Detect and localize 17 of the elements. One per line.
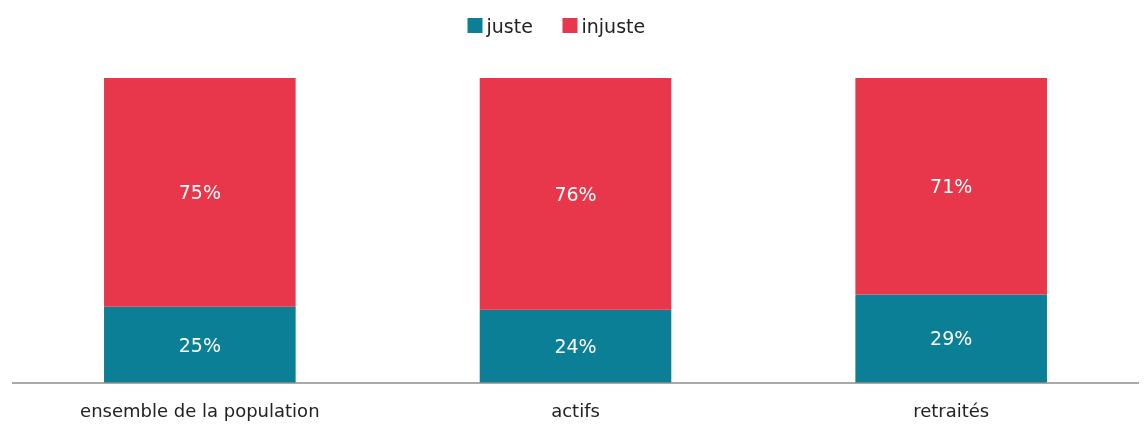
- bar: [104, 306, 296, 383]
- data-label: 25%: [178, 333, 221, 356]
- data-label: 75%: [178, 181, 221, 204]
- bar: [855, 294, 1047, 383]
- bar: [479, 78, 672, 310]
- bar: [104, 78, 296, 307]
- data-label: 71%: [930, 174, 973, 197]
- data-label: 76%: [554, 182, 597, 205]
- x-tick-label: actifs: [551, 400, 600, 421]
- legend-label: injuste: [581, 14, 646, 37]
- data-label: 24%: [554, 335, 597, 358]
- legend-label: juste: [485, 14, 533, 37]
- bar: [855, 78, 1047, 295]
- x-tick-label: retraités: [913, 400, 990, 421]
- bar: [479, 309, 672, 383]
- data-label: 29%: [930, 327, 973, 350]
- x-tick-label: ensemble de la population: [80, 400, 320, 421]
